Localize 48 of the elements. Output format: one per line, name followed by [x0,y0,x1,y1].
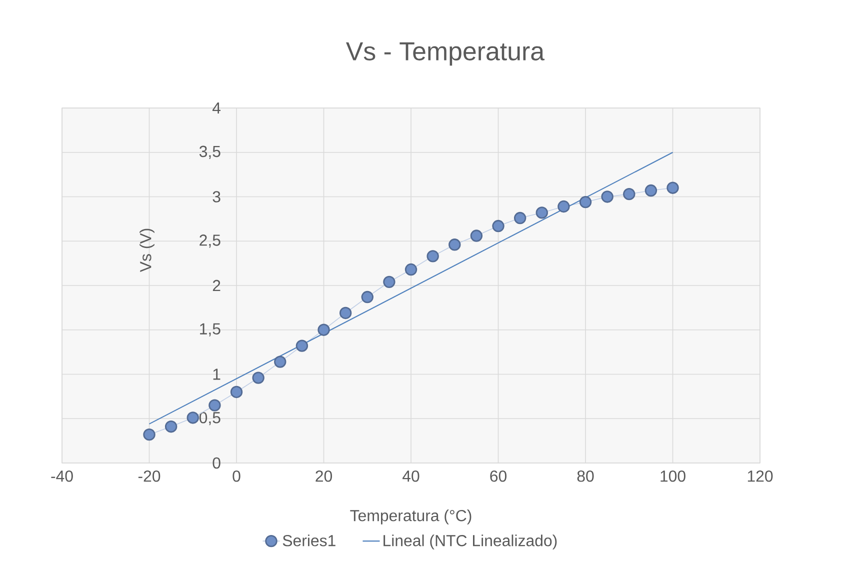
x-tick-label: 20 [316,470,332,482]
point [579,196,592,208]
legend-label: Series1 [282,534,336,546]
point [470,230,483,242]
point [558,200,570,213]
point [644,184,658,197]
point [230,386,243,398]
y-tick-label: 3 [212,191,220,202]
y-tick-label: 1 [213,368,220,380]
point [318,324,330,336]
point [536,206,548,219]
point [361,290,374,304]
y-tick-label: 4 [212,102,221,114]
x-tick-label: -20 [138,470,160,482]
y-tick-label: 2,5 [200,234,220,248]
point [339,306,352,320]
point [492,220,504,232]
point [252,372,264,384]
y-axis-title: Vs (V) [140,228,154,272]
y-tick-label: 0,5 [199,412,220,426]
point [143,428,156,441]
point [164,420,178,433]
point [186,412,199,424]
point [448,238,461,251]
x-tick-label: 0 [232,470,240,482]
x-tick-label: 40 [402,470,420,482]
point [666,182,679,194]
x-tick-label: 60 [490,470,506,482]
y-tick-label: 2 [212,280,220,292]
point [404,263,418,276]
point [623,188,636,200]
legend-label: Lineal (NTC Linealizado) [384,534,557,550]
point [274,356,286,368]
point [426,250,439,262]
x-tick-label: 100 [660,470,686,482]
x-axis-title: Temperatura (°C) [350,510,472,524]
chart-title: Vs - Temperatura [346,42,545,66]
point [514,212,526,224]
x-tick-label: -40 [51,470,73,482]
y-tick-label: 3,5 [199,146,220,159]
point [208,399,221,412]
y-tick-label: 0 [212,457,220,469]
x-tick-label: 120 [748,470,773,482]
y-tick-label: 1,5 [200,323,220,336]
point [601,190,614,203]
point [296,340,308,352]
point [383,276,396,288]
x-tick-label: 80 [577,470,594,482]
